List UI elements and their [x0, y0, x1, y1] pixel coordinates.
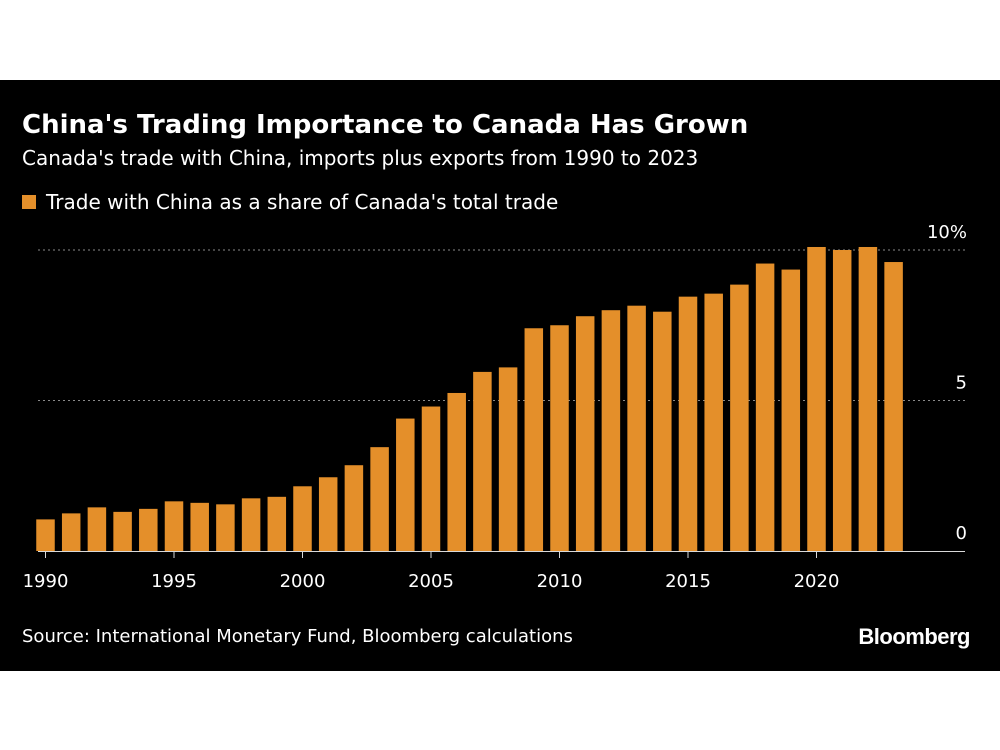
bar — [832, 250, 852, 551]
y-tick-label: 5 — [956, 373, 967, 394]
bar — [678, 296, 698, 551]
bar — [627, 305, 646, 551]
bar — [704, 293, 723, 551]
bar — [473, 371, 492, 551]
bar — [61, 513, 81, 551]
bar-layer — [36, 246, 903, 552]
bar-chart: 0 5 10% 1990 1995 2000 2005 2010 2015 2020 — [23, 222, 967, 592]
legend-swatch — [22, 195, 36, 209]
bar — [550, 325, 569, 551]
bar — [858, 246, 878, 552]
y-tick-label: 0 — [956, 523, 967, 544]
bar — [344, 465, 364, 551]
axis-layer: 0 5 10% 1990 1995 2000 2005 2010 2015 2020 — [23, 222, 967, 592]
bar — [575, 316, 595, 551]
x-tick-label: 2010 — [537, 571, 583, 592]
bar — [293, 486, 312, 551]
bar — [370, 447, 389, 551]
chart-title: China's Trading Importance to Canada Has… — [22, 110, 749, 140]
chart-subtitle: Canada's trade with China, imports plus … — [22, 146, 699, 170]
bar — [498, 367, 518, 551]
bar — [318, 477, 338, 551]
y-tick-label: 10% — [927, 222, 967, 243]
bar — [524, 328, 544, 551]
bar — [267, 496, 287, 551]
bar — [755, 263, 775, 551]
bar — [730, 284, 749, 551]
bar — [884, 262, 903, 551]
bar — [781, 269, 801, 551]
bar — [653, 311, 672, 551]
chart-panel: China's Trading Importance to Canada Has… — [0, 80, 1000, 671]
bar — [36, 519, 55, 551]
bar — [190, 502, 209, 551]
bar — [139, 508, 158, 551]
source-note: Source: International Monetary Fund, Blo… — [22, 626, 573, 647]
x-tick-label: 2000 — [280, 571, 326, 592]
bar — [601, 310, 621, 551]
x-tick-label: 1990 — [23, 571, 69, 592]
bar — [216, 504, 235, 551]
bar — [396, 418, 415, 551]
x-tick-label: 2015 — [665, 571, 711, 592]
bar — [241, 498, 261, 551]
bar — [421, 406, 441, 551]
x-tick-label: 1995 — [151, 571, 197, 592]
bar — [113, 511, 132, 551]
x-tick-label: 2020 — [794, 571, 840, 592]
bar — [807, 246, 826, 552]
bloomberg-logo: Bloomberg — [858, 624, 970, 649]
legend: Trade with China as a share of Canada's … — [22, 190, 558, 214]
bar — [87, 507, 107, 551]
bar — [164, 501, 184, 551]
bar — [447, 392, 466, 551]
x-tick-label: 2005 — [408, 571, 454, 592]
legend-label: Trade with China as a share of Canada's … — [46, 190, 559, 214]
